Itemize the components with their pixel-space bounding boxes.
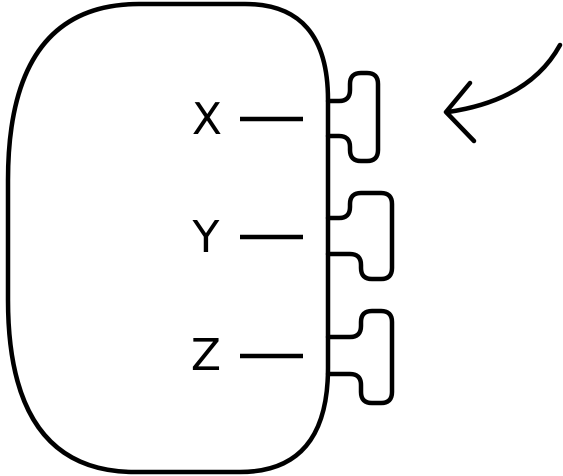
tab-z <box>325 308 395 406</box>
label-z: Z <box>191 330 221 381</box>
pointer-arrow <box>443 42 563 144</box>
pointer-arrow-curve <box>445 42 563 115</box>
main-body-outline <box>5 1 331 475</box>
label-y: Y <box>192 212 220 263</box>
label-x: X <box>192 94 222 145</box>
tab-x <box>325 70 381 164</box>
pointer-arrow-head <box>443 80 477 144</box>
tab-y <box>325 190 395 282</box>
